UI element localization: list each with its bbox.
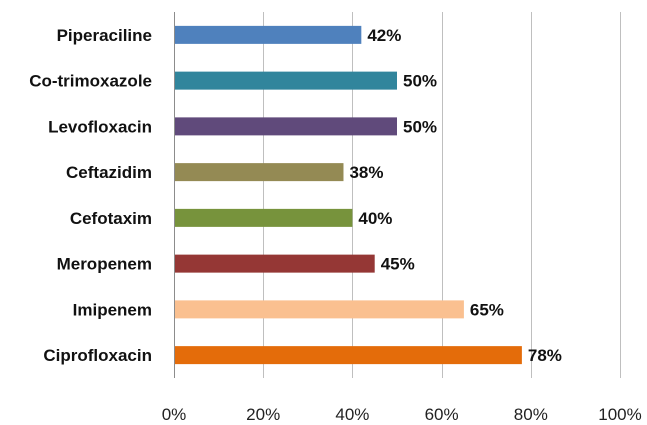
data-label-ciprofloxacin: 78% — [528, 346, 562, 365]
x-tick-label-100: 100% — [598, 405, 641, 424]
data-label-imipenem: 65% — [470, 300, 504, 319]
bar-imipenem — [175, 300, 464, 319]
category-label-co-trimoxazole: Co-trimoxazole — [29, 72, 152, 91]
bar-piperaciline — [175, 25, 362, 44]
x-tick-label-60: 60% — [425, 405, 459, 424]
category-label-cefotaxim: Cefotaxim — [70, 209, 152, 228]
x-tick-label-0: 0% — [162, 405, 187, 424]
category-label-ceftazidim: Ceftazidim — [66, 163, 152, 182]
bar-cefotaxim — [175, 208, 353, 227]
bar-ciprofloxacin — [175, 346, 522, 365]
data-label-co-trimoxazole: 50% — [403, 72, 437, 91]
category-labels: Piperaciline Co-trimoxazole Levofloxacin Ce… — [29, 26, 152, 365]
bar-levofloxacin — [175, 117, 397, 136]
bar-meropenem — [175, 254, 375, 273]
x-axis-ticks: 0% 20% 40% 60% 80% 100% — [162, 405, 642, 424]
data-labels: 42% 50% 50% 38% 40% 45% 65% 78% — [349, 26, 561, 365]
bar-co-trimoxazole — [175, 71, 397, 90]
x-tick-label-20: 20% — [246, 405, 280, 424]
x-tick-label-80: 80% — [514, 405, 548, 424]
data-label-levofloxacin: 50% — [403, 117, 437, 136]
x-tick-label-40: 40% — [335, 405, 369, 424]
bar-ceftazidim — [175, 163, 344, 182]
data-label-piperaciline: 42% — [367, 26, 401, 45]
data-label-meropenem: 45% — [381, 255, 415, 274]
category-label-ciprofloxacin: Ciprofloxacin — [43, 346, 152, 365]
bars — [175, 25, 522, 365]
grid-lines — [174, 12, 621, 378]
category-label-imipenem: Imipenem — [73, 300, 152, 319]
category-label-meropenem: Meropenem — [57, 255, 152, 274]
data-label-cefotaxim: 40% — [358, 209, 392, 228]
data-label-ceftazidim: 38% — [349, 163, 383, 182]
category-label-piperaciline: Piperaciline — [57, 26, 152, 45]
category-label-levofloxacin: Levofloxacin — [48, 117, 152, 136]
